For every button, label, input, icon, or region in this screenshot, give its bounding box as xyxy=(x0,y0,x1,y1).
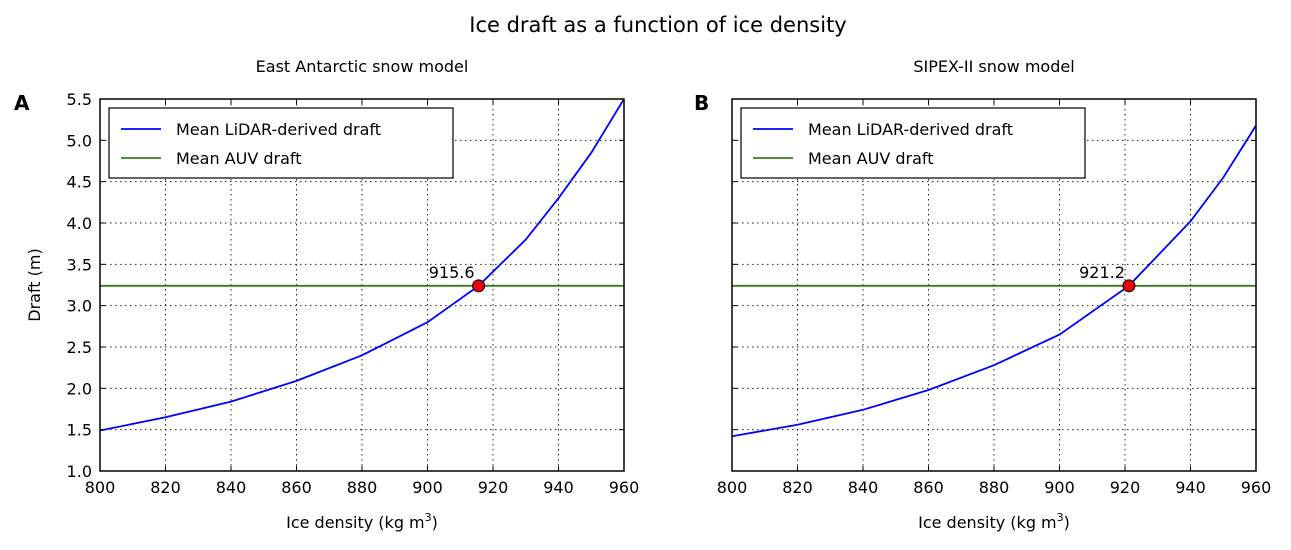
x-tick-label: 900 xyxy=(412,478,443,497)
figure-title: Ice draft as a function of ice density xyxy=(469,13,846,37)
x-axis-label-sup: 3 xyxy=(1057,511,1064,524)
x-tick-label: 920 xyxy=(478,478,509,497)
legend-label: Mean LiDAR-derived draft xyxy=(176,120,381,139)
x-tick-label: 800 xyxy=(717,478,748,497)
x-tick-label: 940 xyxy=(1175,478,1206,497)
lidar-draft-line xyxy=(100,99,624,432)
y-tick-label: 1.0 xyxy=(67,462,92,481)
y-tick-label: 2.5 xyxy=(67,338,92,357)
lidar-draft-line xyxy=(732,125,1256,438)
y-axis-label: Draft (m) xyxy=(25,248,44,321)
x-axis-label: Ice density (kg m3) xyxy=(286,511,438,532)
x-tick-label: 880 xyxy=(347,478,378,497)
y-tick-label: 1.5 xyxy=(67,421,92,440)
y-tick-label: 2.0 xyxy=(67,379,92,398)
x-tick-label: 840 xyxy=(848,478,879,497)
y-tick-label: 5.5 xyxy=(67,90,92,109)
panel-letter: B xyxy=(694,91,709,115)
legend-box xyxy=(740,107,1086,179)
x-tick-label: 940 xyxy=(543,478,574,497)
x-tick-label: 820 xyxy=(150,478,181,497)
intersection-label: 921.2 xyxy=(1079,263,1125,282)
x-tick-label: 820 xyxy=(782,478,813,497)
x-tick-label: 960 xyxy=(609,478,640,497)
y-tick-label: 3.0 xyxy=(67,297,92,316)
legend-label: Mean AUV draft xyxy=(176,149,302,168)
intersection-marker xyxy=(1122,279,1136,293)
x-axis-label-sup: 3 xyxy=(425,511,432,524)
x-tick-label: 920 xyxy=(1110,478,1141,497)
legend-label: Mean LiDAR-derived draft xyxy=(808,120,1013,139)
x-axis-label-close: ) xyxy=(432,513,438,532)
x-axis-label: Ice density (kg m3) xyxy=(918,511,1070,532)
x-axis-label-close: ) xyxy=(1064,513,1070,532)
y-tick-label: 4.0 xyxy=(67,214,92,233)
subplot-title: SIPEX-II snow model xyxy=(913,57,1074,76)
x-axis-label-text: Ice density (kg m xyxy=(286,513,425,532)
x-tick-label: 860 xyxy=(913,478,944,497)
y-tick-label: 5.0 xyxy=(67,131,92,150)
subplot-title: East Antarctic snow model xyxy=(256,57,469,76)
y-tick-label: 4.5 xyxy=(67,173,92,192)
x-tick-label: 800 xyxy=(85,478,116,497)
panel-letter: A xyxy=(14,91,30,115)
chart-panel-a: East Antarctic snow model A 915.6 800 820 840… xyxy=(14,57,639,532)
x-tick-label: 840 xyxy=(216,478,247,497)
x-axis-label-text: Ice density (kg m xyxy=(918,513,1057,532)
x-tick-label: 880 xyxy=(979,478,1010,497)
legend-label: Mean AUV draft xyxy=(808,149,934,168)
intersection-marker xyxy=(472,279,486,293)
legend-box xyxy=(108,107,454,179)
x-tick-label: 900 xyxy=(1044,478,1075,497)
intersection-label: 915.6 xyxy=(429,263,475,282)
chart-panel-b: SIPEX-II snow model B 921.2 800 820 840 860 880… xyxy=(694,57,1271,532)
y-tick-label: 3.5 xyxy=(67,255,92,274)
x-tick-label: 960 xyxy=(1241,478,1272,497)
x-tick-label: 860 xyxy=(281,478,312,497)
